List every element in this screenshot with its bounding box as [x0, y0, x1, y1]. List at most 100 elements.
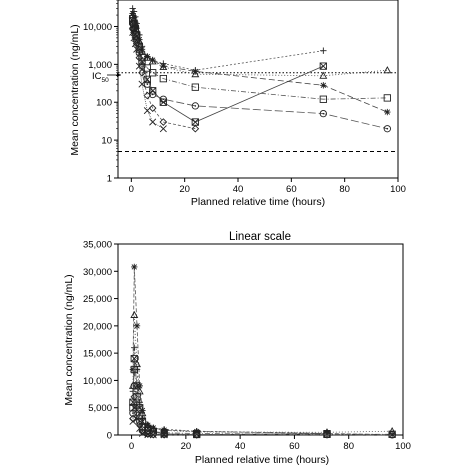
series-2-square-x: [129, 17, 327, 126]
series-line: [132, 369, 393, 435]
data-point-x: [133, 415, 141, 423]
x-tick-label: 60: [286, 184, 297, 195]
x-tick-label: 0: [129, 441, 134, 452]
data-point-x: [131, 40, 139, 48]
data-point-square: [383, 94, 391, 102]
data-point-diamond: [191, 124, 200, 133]
data-point-circle-dot: [146, 83, 149, 85]
data-point-star: [144, 53, 151, 60]
data-point-x: [149, 118, 157, 126]
data-point-diamond: [148, 104, 157, 112]
y-axis-label: Mean concentration (ng/mL): [69, 24, 81, 155]
x-axis-label: Planned relative time (hours): [191, 196, 325, 208]
y-tick-label: 15,000: [83, 349, 112, 360]
data-point-circle: [135, 49, 143, 57]
series-line: [132, 23, 388, 130]
data-point-x: [138, 429, 146, 437]
y-tick-label: 1: [107, 174, 112, 185]
y-tick-label: 25,000: [83, 294, 112, 305]
data-point-star: [130, 14, 138, 21]
data-point-star: [131, 263, 138, 271]
data-point-circle-dot: [391, 434, 393, 436]
series-4-star: [129, 10, 391, 116]
data-point-triangle: [383, 66, 392, 74]
plot-area: [117, 0, 399, 179]
data-point-diamond: [192, 431, 201, 439]
log-scale-chart: 0 20 40 60 80 100 1 10 100 1,000 10,000 Planned r…: [69, 0, 406, 208]
data-point-diamond: [128, 24, 137, 33]
data-point-square: [149, 69, 157, 77]
data-point-circle: [130, 382, 138, 390]
series-line: [132, 407, 165, 436]
series-line: [132, 314, 393, 433]
series-line: [132, 8, 324, 71]
data-point-square: [159, 74, 167, 83]
data-point-circle: [191, 102, 199, 110]
data-point-x: [136, 424, 144, 432]
series-line: [132, 358, 328, 435]
data-point-star: [136, 36, 143, 43]
data-point-x: [129, 417, 137, 425]
plot-frame: [117, 243, 404, 436]
data-point-diamond: [143, 91, 152, 100]
data-point-x: [149, 431, 157, 439]
data-point-square-x: [319, 62, 327, 70]
series-line: [132, 14, 388, 77]
y-axis-ticks: 1 10 100 1,000 10,000: [83, 0, 118, 185]
series-6-circle: [129, 382, 396, 439]
x-tick-label: 100: [395, 441, 411, 452]
data-point-circle: [388, 431, 396, 439]
data-point-circle: [143, 80, 151, 88]
data-point-circle: [133, 401, 141, 409]
data-point-square-x: [191, 118, 199, 126]
data-point-x: [130, 404, 138, 412]
series-line: [132, 266, 393, 436]
data-point-star: [133, 25, 140, 32]
series-line: [132, 13, 388, 113]
data-point-diamond: [135, 53, 144, 62]
data-point-star: [129, 10, 136, 17]
data-point-square: [129, 15, 137, 23]
data-point-x: [135, 62, 143, 70]
x-tick-label: 20: [181, 441, 192, 452]
data-point-star: [160, 62, 167, 70]
series-8-x: [129, 404, 168, 439]
series-2-triangle: [128, 310, 397, 436]
data-point-x: [143, 107, 151, 115]
ic50-label-main: IC: [92, 71, 102, 82]
series-6-circle: [129, 19, 391, 133]
reference-lines: [118, 72, 398, 153]
x-tick-label: 0: [129, 184, 134, 195]
x-tick-label: 40: [233, 184, 244, 195]
data-point-star: [136, 382, 143, 390]
y-tick-label: 35,000: [83, 240, 112, 251]
data-point-x: [160, 431, 168, 439]
x-tick-label: 80: [343, 441, 354, 452]
y-tick-label: 20,000: [83, 321, 112, 332]
data-point-square-x: [130, 354, 138, 363]
data-point-square: [319, 95, 327, 103]
plot-area: [117, 243, 404, 436]
ic50-label-sub: 50: [102, 77, 110, 84]
data-point-square: [130, 365, 138, 374]
data-point-square: [191, 83, 199, 91]
data-point-diamond: [149, 430, 158, 439]
data-point-star: [384, 108, 391, 116]
data-point-diamond: [160, 430, 168, 439]
data-point-circle-dot: [133, 27, 135, 30]
data-point-circle-dot: [326, 433, 328, 436]
series-8-x: [129, 28, 167, 133]
data-point-circle-dot: [131, 22, 134, 25]
data-point-plus: [131, 344, 138, 351]
y-tick-label: 100: [96, 98, 112, 109]
data-point-star: [149, 56, 156, 64]
y-tick-label: 30,000: [83, 267, 112, 278]
y-tick-label: 10,000: [83, 22, 112, 33]
y-tick-label: 10,000: [83, 376, 112, 387]
data-point-triangle: [130, 310, 139, 318]
series-line: [132, 347, 328, 434]
data-point-circle: [323, 431, 331, 439]
x-tick-label: 60: [289, 441, 300, 452]
y-axis-ticks: 0 5,000 10,000 15,000 20,000 25,000 30,000 35,0…: [83, 240, 118, 442]
x-tick-label: 20: [179, 184, 190, 195]
